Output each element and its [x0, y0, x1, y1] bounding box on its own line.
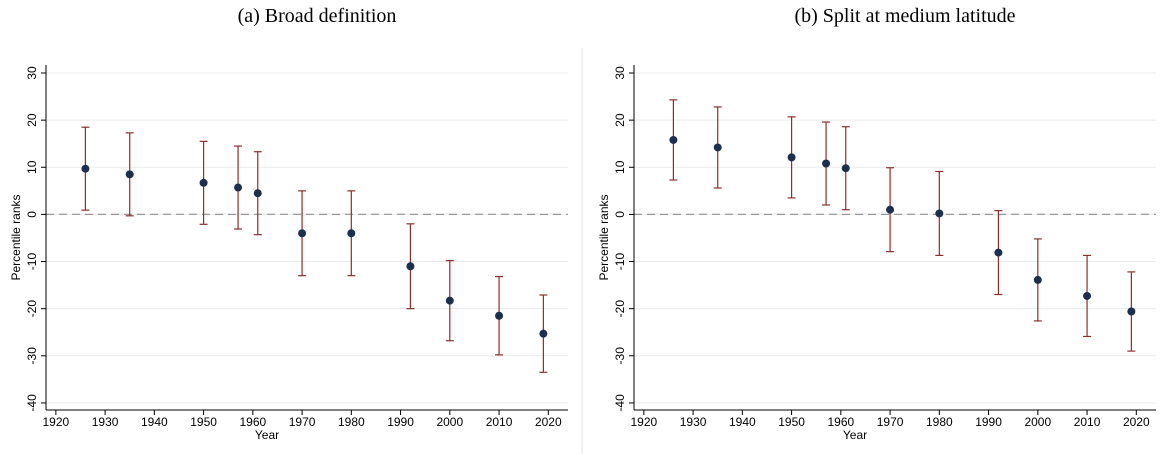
x-tick-label: 2000 [436, 415, 463, 429]
x-tick-label: 1940 [141, 415, 168, 429]
y-tick-label: 10 [613, 160, 627, 174]
x-tick-label: 1950 [778, 415, 805, 429]
point [298, 229, 307, 238]
point [539, 329, 548, 338]
x-tick-label: 1970 [289, 415, 316, 429]
y-tick-label: 20 [25, 113, 39, 127]
point [199, 178, 208, 187]
y-tick-label: -10 [25, 253, 39, 271]
point [406, 262, 415, 271]
point [125, 170, 134, 179]
point [1033, 275, 1042, 284]
point [841, 164, 850, 173]
point [669, 135, 678, 144]
point [713, 143, 722, 152]
x-tick-label: 1940 [729, 415, 756, 429]
x-tick-label: 1980 [338, 415, 365, 429]
x-axis-title: Year [843, 428, 867, 442]
x-tick-label: 1980 [926, 415, 953, 429]
point [234, 183, 243, 192]
x-tick-label: 1960 [827, 415, 854, 429]
point [787, 153, 796, 162]
y-axis-title: Percentile ranks [9, 194, 23, 280]
x-tick-label: 2020 [1123, 415, 1150, 429]
x-tick-label: 1930 [92, 415, 119, 429]
x-tick-label: 1990 [387, 415, 414, 429]
point [445, 296, 454, 305]
y-tick-label: 0 [25, 211, 39, 218]
point [822, 159, 831, 168]
x-tick-label: 1930 [680, 415, 707, 429]
point [935, 209, 944, 218]
y-tick-label: -10 [613, 253, 627, 271]
point [347, 229, 356, 238]
x-tick-label: 1950 [190, 415, 217, 429]
point [495, 311, 504, 320]
x-tick-label: 2010 [1074, 415, 1101, 429]
y-tick-label: 30 [613, 66, 627, 80]
x-tick-label: 1960 [239, 415, 266, 429]
point [1083, 291, 1092, 300]
point [81, 164, 90, 173]
x-tick-label: 1920 [630, 415, 657, 429]
y-tick-label: 10 [25, 160, 39, 174]
y-tick-label: -20 [25, 300, 39, 318]
y-tick-label: -40 [613, 394, 627, 412]
x-tick-label: 2000 [1024, 415, 1051, 429]
y-tick-label: -20 [613, 300, 627, 318]
y-tick-label: -30 [25, 347, 39, 365]
point [994, 248, 1003, 257]
y-tick-label: -40 [25, 394, 39, 412]
y-tick-label: 30 [25, 66, 39, 80]
y-tick-label: -30 [613, 347, 627, 365]
x-tick-label: 1920 [42, 415, 69, 429]
x-tick-label: 2020 [535, 415, 562, 429]
x-tick-label: 1990 [975, 415, 1002, 429]
point [253, 189, 262, 198]
x-tick-label: 2010 [486, 415, 513, 429]
point [886, 205, 895, 214]
x-tick-label: 1970 [877, 415, 904, 429]
y-tick-label: 20 [613, 113, 627, 127]
chart-title: (a) Broad definition [238, 5, 397, 27]
x-axis-title: Year [255, 428, 279, 442]
y-axis-title: Percentile ranks [597, 194, 611, 280]
point [1127, 307, 1136, 316]
y-tick-label: 0 [613, 211, 627, 218]
chart-title: (b) Split at medium latitude [794, 5, 1015, 27]
